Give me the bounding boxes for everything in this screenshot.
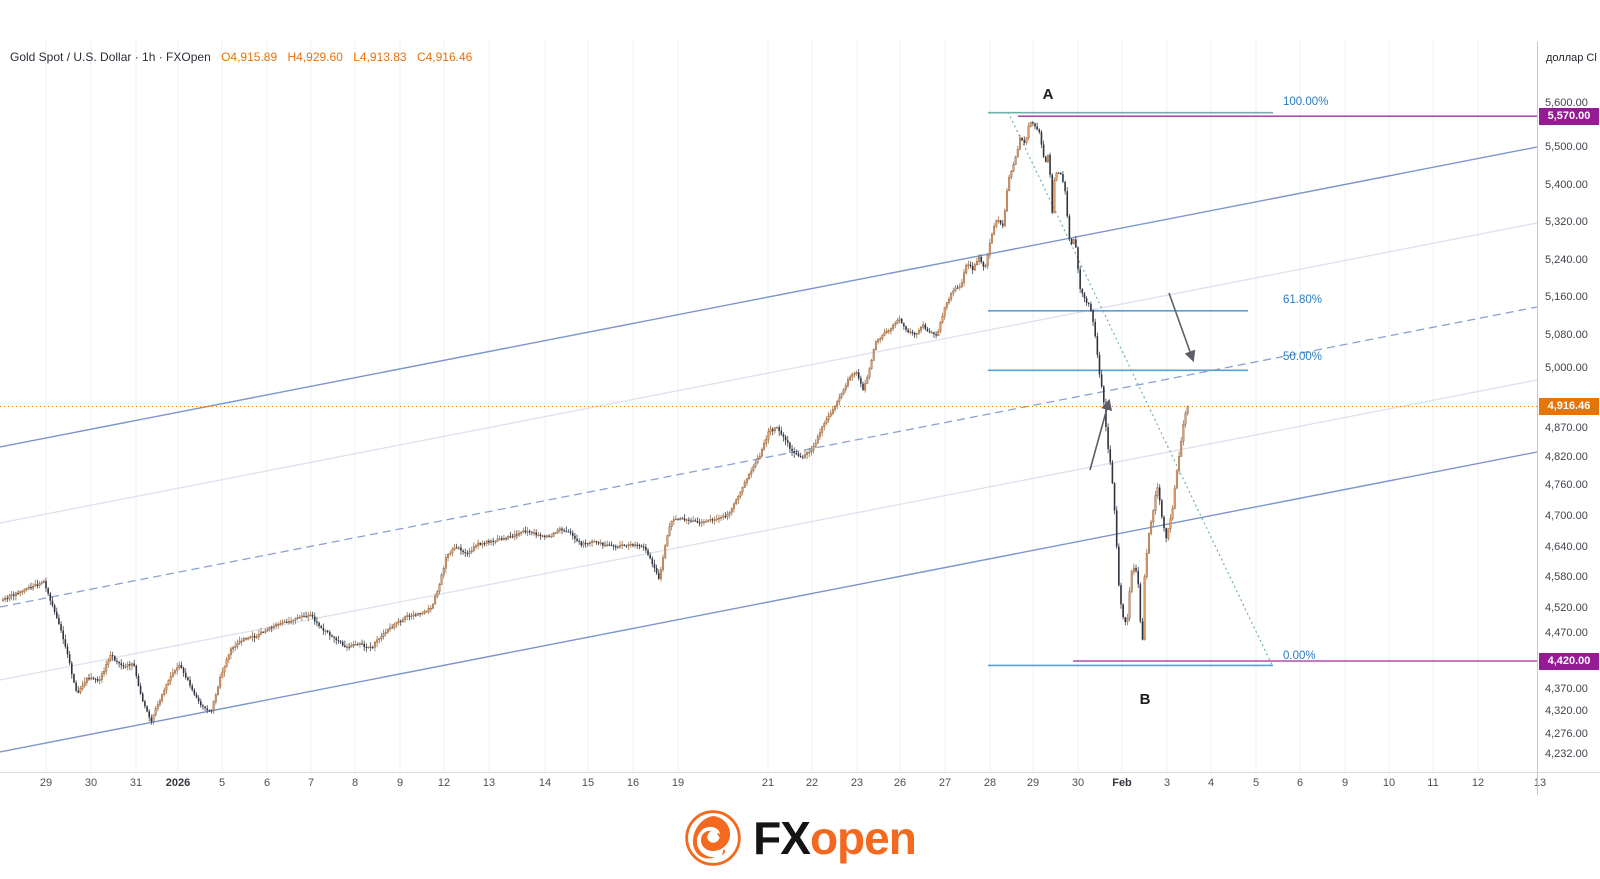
ohlc-high: H4,929.60 <box>287 50 343 64</box>
ohlc-close: C4,916.46 <box>416 50 473 64</box>
time-tick-label: 30 <box>1071 777 1085 789</box>
price-tick-label: 4,520.00 <box>1545 602 1588 614</box>
time-tick-label: 23 <box>850 777 864 789</box>
fib-retracement[interactable]: 100.00% 61.80% 50.00% 0.00% <box>988 96 1328 668</box>
annotation-arrow[interactable] <box>1089 398 1113 471</box>
price-tick-label: 5,080.00 <box>1545 329 1588 341</box>
time-tick-label: 30 <box>84 777 98 789</box>
time-tick-label: 9 <box>396 777 404 789</box>
gridlines <box>45 40 1479 772</box>
price-tick-label: 5,600.00 <box>1545 97 1588 109</box>
fxopen-logo: FXopen <box>684 809 917 867</box>
point-label-B: B <box>1140 691 1151 708</box>
price-tick-label: 4,370.00 <box>1545 683 1588 695</box>
price-tick-label: 5,160.00 <box>1545 291 1588 303</box>
price-tick-label: 4,470.00 <box>1545 627 1588 639</box>
time-tick-label: 11 <box>1427 777 1439 789</box>
ohlc-low: L4,913.83 <box>353 50 407 64</box>
symbol-title: Gold Spot / U.S. Dollar · 1h · FXOpen <box>10 50 211 64</box>
time-tick-label: 5 <box>218 777 226 789</box>
price-tick-label: 4,640.00 <box>1545 541 1588 553</box>
fib-level-label: 0.00% <box>1283 650 1316 662</box>
point-label-A: A <box>1043 86 1054 103</box>
time-tick-label: 29 <box>39 777 53 789</box>
time-tick-label: 27 <box>938 777 952 789</box>
price-axis-currency-label: доллар Cl <box>1546 52 1597 64</box>
price-chip-label: 4,916.46 <box>1539 398 1599 416</box>
chart-legend[interactable]: Gold Spot / U.S. Dollar · 1h · FXOpen O4… <box>10 50 472 64</box>
price-tick-label: 4,232.00 <box>1545 748 1588 760</box>
price-tick-label: 4,580.00 <box>1545 571 1588 583</box>
price-tick-label: 4,870.00 <box>1545 422 1588 434</box>
price-tick-label: 4,760.00 <box>1545 479 1588 491</box>
trend-channel[interactable] <box>0 146 1538 753</box>
time-tick-label: 12 <box>1471 777 1485 789</box>
fxopen-dragon-icon <box>685 809 741 866</box>
time-tick-label: 2026 <box>165 777 191 789</box>
time-tick-label: Feb <box>1112 777 1132 789</box>
time-tick-label: 15 <box>581 777 595 789</box>
time-tick-label: 13 <box>482 777 496 789</box>
logo-text-open: open <box>809 811 917 864</box>
time-tick-label: 28 <box>983 777 997 789</box>
time-tick-label: 26 <box>893 777 907 789</box>
candlestick-series[interactable] <box>2 121 1189 725</box>
time-tick-label: 31 <box>129 777 143 789</box>
time-tick-label: 7 <box>307 777 315 789</box>
time-tick-label: 6 <box>1296 777 1304 789</box>
time-tick-label: 16 <box>626 777 640 789</box>
price-tick-label: 5,400.00 <box>1545 179 1588 191</box>
logo-text-fx: FX <box>753 811 811 864</box>
broker-footer: FXopen <box>0 796 1600 879</box>
fib-level-label: 100.00% <box>1283 96 1328 108</box>
time-tick-label: 3 <box>1163 777 1171 789</box>
price-axis-separator <box>1537 42 1538 795</box>
price-axis[interactable]: доллар Cl 5,600.00 5,500.00 5,400.00 5,320.… <box>1538 0 1600 772</box>
time-tick-label: 13 <box>1533 777 1547 789</box>
time-axis[interactable]: 29 30 31 2026 5 6 7 8 9 12 13 14 15 16 19 21 22 23 26 27 28 2… <box>0 773 1600 795</box>
time-tick-label: 12 <box>437 777 451 789</box>
time-tick-label: 29 <box>1026 777 1040 789</box>
price-tick-label: 5,500.00 <box>1545 141 1588 153</box>
time-tick-label: 19 <box>671 777 685 789</box>
price-chip-label: 4,420.00 <box>1539 652 1599 670</box>
time-axis-separator <box>0 772 1600 773</box>
time-tick-label: 8 <box>351 777 359 789</box>
time-tick-label: 6 <box>263 777 271 789</box>
price-tick-label: 4,700.00 <box>1545 510 1588 522</box>
time-tick-label: 14 <box>538 777 552 789</box>
price-tick-label: 4,320.00 <box>1545 705 1588 717</box>
price-chip-label: 5,570.00 <box>1539 107 1599 125</box>
price-tick-label: 5,000.00 <box>1545 362 1588 374</box>
price-tick-label: 4,276.00 <box>1545 728 1588 740</box>
price-tick-label: 5,240.00 <box>1545 254 1588 266</box>
time-tick-label: 10 <box>1382 777 1396 789</box>
ohlc-open: O4,915.89 <box>221 50 278 64</box>
fib-level-label: 50.00% <box>1283 351 1322 363</box>
annotation-arrow[interactable] <box>1168 292 1196 363</box>
price-tick-label: 4,820.00 <box>1545 451 1588 463</box>
time-tick-label: 9 <box>1341 777 1349 789</box>
time-tick-label: 22 <box>805 777 819 789</box>
time-tick-label: 4 <box>1207 777 1215 789</box>
time-tick-label: 5 <box>1252 777 1260 789</box>
price-tick-label: 5,320.00 <box>1545 216 1588 228</box>
fib-level-label: 61.80% <box>1283 294 1322 306</box>
time-tick-label: 21 <box>761 777 775 789</box>
